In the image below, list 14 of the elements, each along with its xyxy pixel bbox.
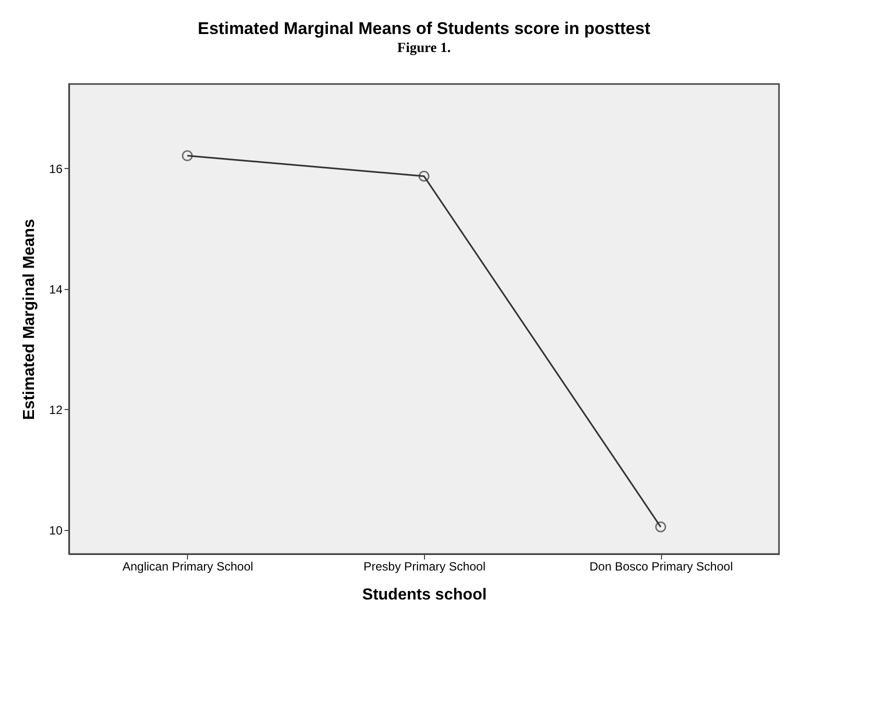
y-tick-label: 10 (49, 523, 63, 538)
y-axis-title: Estimated Marginal Means (21, 218, 38, 420)
point (418, 170, 430, 182)
chart-title: Estimated Marginal Means of Students score in posttest (198, 19, 651, 38)
point (182, 150, 193, 162)
y-tick-label: 14 (49, 282, 63, 296)
caption: Figure 1. (397, 41, 451, 56)
y-tick-label: 12 (49, 402, 63, 417)
point (655, 521, 666, 532)
y-tick-label: 16 (49, 162, 63, 176)
x-axis-title: Students school (362, 586, 487, 604)
x-tick-label: Presby Primary School (363, 560, 486, 574)
x-tick-label: Don Bosco Primary School (589, 560, 733, 574)
x-tick-label: Anglican Primary School (122, 560, 254, 574)
